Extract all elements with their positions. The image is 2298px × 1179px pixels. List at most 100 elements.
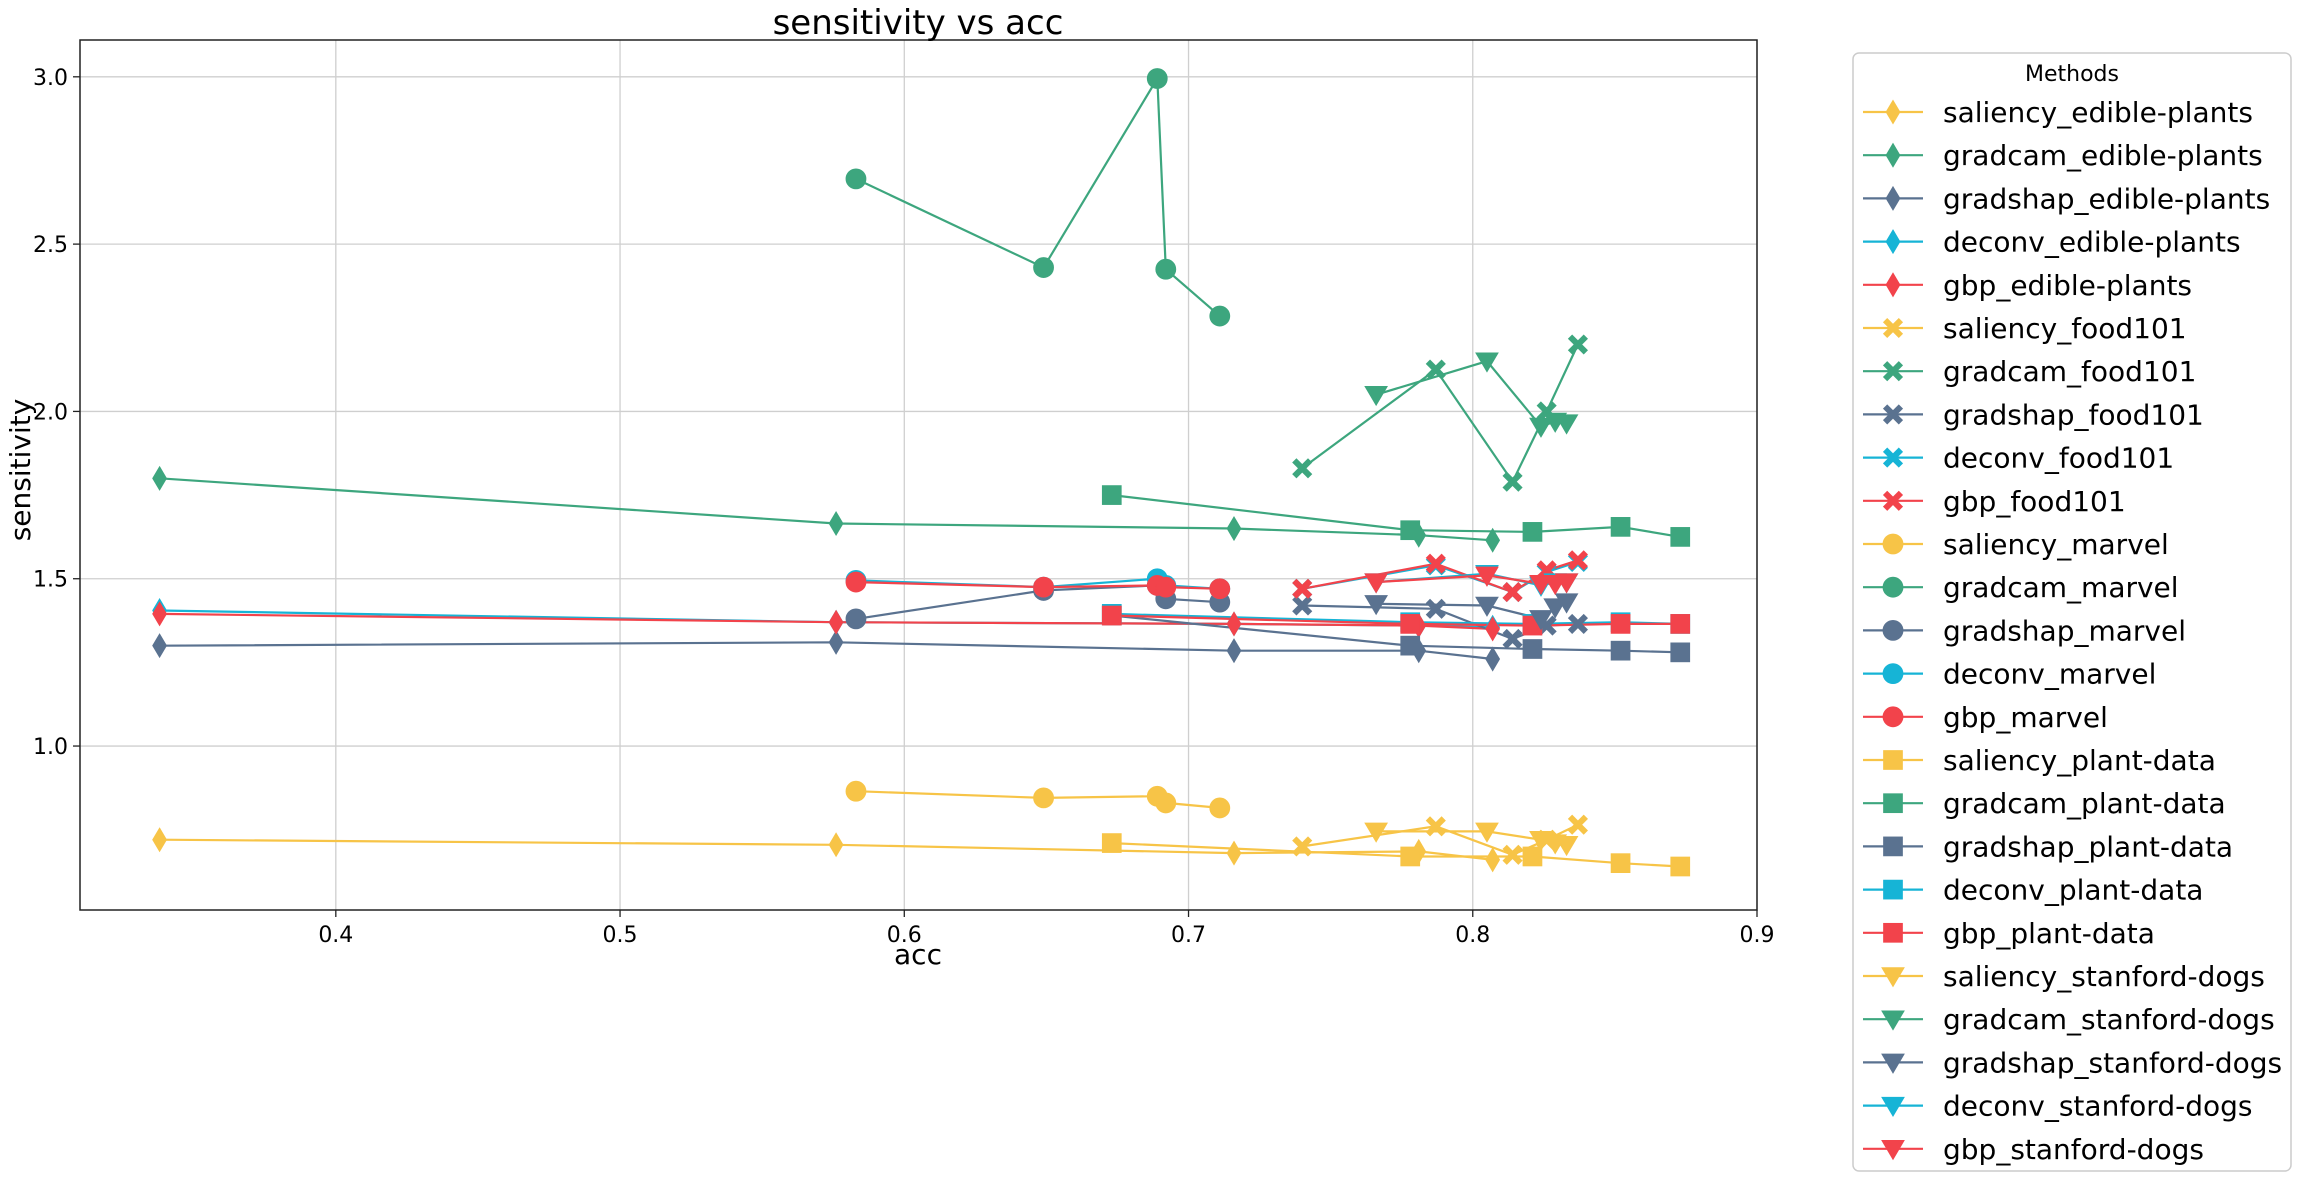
data-point-gradshap_edible-plants bbox=[152, 633, 167, 659]
data-point-gbp_plant-data bbox=[1101, 605, 1122, 626]
legend-item-deconv_plant-data: deconv_plant-data bbox=[1863, 874, 2203, 907]
data-point-gbp_marvel bbox=[845, 571, 867, 593]
data-point-gbp_marvel bbox=[1033, 576, 1054, 598]
series-markers bbox=[152, 68, 1691, 877]
legend-items: saliency_edible-plants gradcam_edible-pla… bbox=[1863, 96, 2282, 1166]
data-point-gbp_stanford-dogs bbox=[1554, 573, 1579, 594]
data-point-saliency_food101 bbox=[1292, 836, 1313, 857]
legend-item-gbp_plant-data: gbp_plant-data bbox=[1863, 917, 2155, 950]
legend-item-gbp_marvel: gbp_marvel bbox=[1863, 701, 2108, 734]
data-point-saliency_food101 bbox=[1567, 814, 1588, 835]
data-point-gradshap_food101 bbox=[1567, 613, 1588, 634]
data-point-gradcam_edible-plants bbox=[828, 510, 844, 537]
y-tick-label: 1.5 bbox=[33, 568, 68, 593]
data-point-saliency_edible-plants bbox=[152, 827, 167, 853]
data-point-gradcam_plant-data bbox=[1101, 485, 1122, 505]
data-point-gradcam_marvel bbox=[1033, 257, 1054, 278]
x-tick-label: 0.6 bbox=[887, 923, 922, 948]
data-point-gbp_edible-plants bbox=[1226, 611, 1242, 637]
y-tick-label: 1.0 bbox=[33, 735, 68, 760]
legend-marker-swatch bbox=[1882, 620, 1904, 641]
data-point-gradcam_edible-plants bbox=[1226, 516, 1242, 542]
legend-item-gradshap_marvel: gradshap_marvel bbox=[1863, 614, 2186, 647]
data-point-gradcam_marvel bbox=[845, 168, 867, 190]
legend-marker-swatch bbox=[1883, 750, 1903, 770]
legend-marker-swatch bbox=[1881, 967, 1905, 988]
legend-marker-swatch bbox=[1881, 1053, 1905, 1074]
legend-marker-swatch bbox=[1885, 229, 1901, 255]
data-point-saliency_marvel bbox=[1033, 787, 1054, 809]
legend-title: Methods bbox=[2025, 62, 2119, 87]
legend-label: deconv_plant-data bbox=[1943, 874, 2203, 907]
legend-label: deconv_food101 bbox=[1943, 442, 2174, 475]
legend-label: saliency_marvel bbox=[1943, 528, 2169, 561]
legend-marker-swatch bbox=[1883, 879, 1903, 900]
y-tick-label: 2.5 bbox=[33, 233, 68, 258]
data-point-gradcam_marvel bbox=[1209, 305, 1231, 327]
data-point-gbp_marvel bbox=[1209, 578, 1231, 600]
data-point-saliency_marvel bbox=[845, 780, 867, 802]
data-point-gbp_food101 bbox=[1292, 578, 1313, 599]
data-point-saliency_edible-plants bbox=[1485, 847, 1501, 873]
data-point-saliency_plant-data bbox=[1400, 846, 1421, 867]
y-tick-label: 2.0 bbox=[33, 400, 68, 425]
data-point-gradcam_food101 bbox=[1567, 334, 1588, 355]
data-point-saliency_food101 bbox=[1502, 844, 1523, 865]
data-point-saliency_plant-data bbox=[1101, 833, 1122, 853]
x-tick-label: 0.8 bbox=[1455, 923, 1490, 948]
legend-marker-swatch bbox=[1885, 142, 1901, 168]
data-point-gradcam_stanford-dogs bbox=[1554, 414, 1579, 435]
legend-item-saliency_marvel: saliency_marvel bbox=[1863, 528, 2169, 561]
grid-lines bbox=[80, 40, 1758, 910]
legend-marker-swatch bbox=[1882, 663, 1904, 684]
data-point-gradcam_food101 bbox=[1292, 458, 1313, 479]
data-point-gbp_food101 bbox=[1502, 582, 1523, 603]
plot-frame bbox=[79, 39, 1758, 911]
data-point-saliency_stanford-dogs bbox=[1475, 822, 1499, 843]
data-point-gbp_food101 bbox=[1425, 553, 1446, 574]
legend-label: gradcam_plant-data bbox=[1943, 787, 2226, 820]
legend-marker-swatch bbox=[1882, 361, 1904, 382]
legend-label: saliency_stanford-dogs bbox=[1943, 960, 2265, 993]
x-axis-label: acc bbox=[894, 938, 942, 971]
legend-label: gbp_stanford-dogs bbox=[1943, 1133, 2204, 1166]
data-point-saliency_plant-data bbox=[1522, 846, 1543, 867]
data-point-gradshap_plant-data bbox=[1400, 635, 1421, 656]
data-point-gradshap_stanford-dogs bbox=[1475, 596, 1499, 617]
data-point-gradshap_stanford-dogs bbox=[1529, 610, 1553, 631]
data-point-gbp_plant-data bbox=[1610, 614, 1631, 634]
legend-label: saliency_edible-plants bbox=[1943, 96, 2253, 129]
legend-marker-swatch bbox=[1882, 706, 1904, 728]
data-point-saliency_marvel bbox=[1209, 797, 1231, 819]
chart-title: sensitivity vs acc bbox=[773, 3, 1064, 43]
data-point-gradshap_food101 bbox=[1502, 628, 1523, 650]
legend-item-saliency_stanford-dogs: saliency_stanford-dogs bbox=[1863, 960, 2265, 993]
legend-marker-swatch bbox=[1883, 922, 1903, 943]
data-point-gbp_plant-data bbox=[1670, 614, 1691, 634]
data-point-gbp_edible-plants bbox=[152, 601, 167, 627]
data-point-saliency_stanford-dogs bbox=[1554, 836, 1579, 857]
legend-box bbox=[1852, 52, 2292, 1172]
legend-label: gradshap_edible-plants bbox=[1943, 182, 2270, 215]
legend-label: deconv_edible-plants bbox=[1943, 226, 2241, 259]
data-point-gradcam_plant-data bbox=[1670, 527, 1691, 547]
legend-marker-swatch bbox=[1881, 1096, 1905, 1118]
data-point-gbp_food101 bbox=[1567, 550, 1588, 571]
legend-item-saliency_edible-plants: saliency_edible-plants bbox=[1863, 96, 2253, 129]
legend-item-gradcam_plant-data: gradcam_plant-data bbox=[1863, 787, 2226, 820]
legend-item-gradshap_food101: gradshap_food101 bbox=[1863, 398, 2204, 431]
legend-item-gradshap_stanford-dogs: gradshap_stanford-dogs bbox=[1863, 1046, 2282, 1079]
y-axis-ticks: 1.0 1.5 2.0 2.5 3.0 bbox=[33, 66, 80, 760]
legend-item-gbp_food101: gbp_food101 bbox=[1863, 485, 2126, 518]
legend-item-gradcam_food101: gradcam_food101 bbox=[1863, 355, 2196, 388]
data-point-gbp_stanford-dogs bbox=[1475, 566, 1499, 587]
x-tick-label: 0.4 bbox=[318, 923, 353, 948]
legend-item-gradshap_plant-data: gradshap_plant-data bbox=[1863, 830, 2233, 863]
x-tick-label: 0.5 bbox=[603, 923, 638, 948]
legend: Methods saliency_edible-plants gradcam_ed… bbox=[1852, 52, 2292, 1172]
legend-marker-swatch bbox=[1882, 490, 1904, 511]
data-point-gradcam_marvel bbox=[1146, 68, 1168, 89]
legend-marker-swatch bbox=[1882, 447, 1904, 468]
legend-label: gradshap_stanford-dogs bbox=[1943, 1046, 2282, 1079]
x-tick-label: 0.7 bbox=[1171, 923, 1206, 948]
